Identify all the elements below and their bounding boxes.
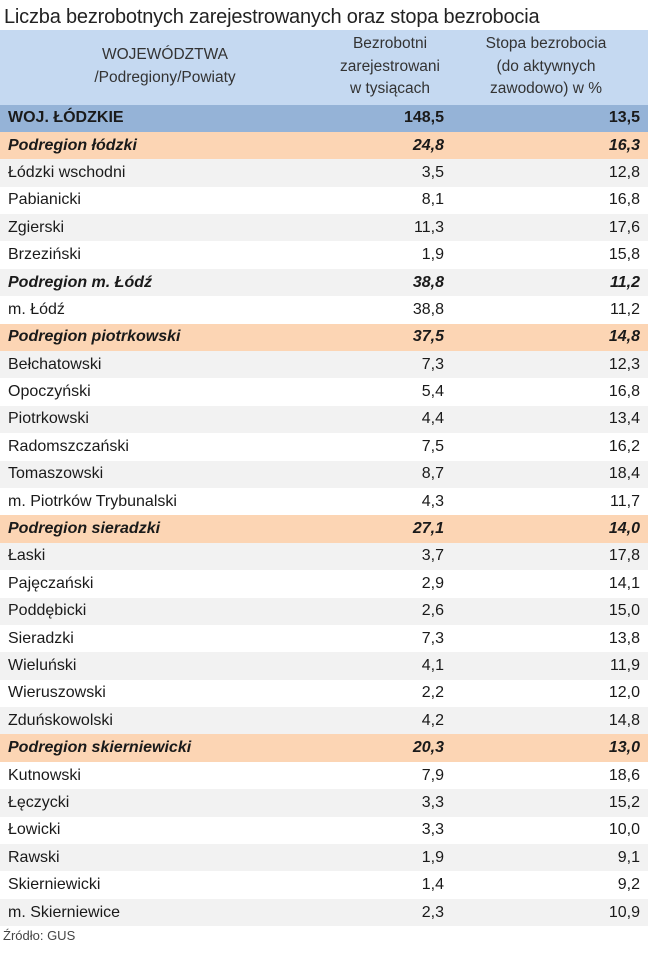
table-row: Skierniewicki 1,4 9,2 (0, 871, 648, 899)
table-row-voivodeship: WOJ. ŁÓDZKIE 148,5 13,5 (0, 104, 648, 132)
table-row: Tomaszowski 8,7 18,4 (0, 460, 648, 488)
table-row: Pabianicki 8,1 16,8 (0, 186, 648, 215)
table-row: Zduńskowolski 4,2 14,8 (0, 707, 648, 735)
table-header-row: WOJEWÓDZTWA /Podregiony/Powiaty Bezrobot… (0, 30, 648, 105)
source-note: Źródło: GUS (3, 928, 76, 944)
table-row: Wieluński 4,1 11,9 (0, 652, 648, 680)
table-row: Pajęczański 2,9 14,1 (0, 570, 648, 598)
table-row: Poddębicki 2,6 15,0 (0, 597, 648, 625)
table-row: Opoczyński 5,4 16,8 (0, 378, 648, 406)
table-row: Łowicki 3,3 10,0 (0, 816, 648, 845)
table-row: Piotrkowski 4,4 13,4 (0, 405, 648, 434)
table-row: Bełchatowski 7,3 12,3 (0, 351, 648, 379)
table-row: Zgierski 11,3 17,6 (0, 214, 648, 242)
table-row: Łódzki wschodni 3,5 12,8 (0, 159, 648, 187)
table-row: Brzeziński 1,9 15,8 (0, 241, 648, 269)
table-row: m. Łódź 38,8 11,2 (0, 296, 648, 324)
table-row-subregion: Podregion m. Łódź 38,8 11,2 (0, 268, 648, 297)
table-row: Kutnowski 7,9 18,6 (0, 761, 648, 790)
table-row: Radomszczański 7,5 16,2 (0, 433, 648, 461)
header-unemployed: Bezrobotni zarejestrowani w tysiącach (330, 30, 450, 105)
table-row: Rawski 1,9 9,1 (0, 844, 648, 872)
unemployment-table: WOJEWÓDZTWA /Podregiony/Powiaty Bezrobot… (0, 30, 648, 927)
table-row-subregion: Podregion łódzki 24,8 16,3 (0, 131, 648, 160)
table-row: Wieruszowski 2,2 12,0 (0, 679, 648, 708)
table-row-subregion: Podregion piotrkowski 37,5 14,8 (0, 323, 648, 352)
header-rate: Stopa bezrobocia (do aktywnych zawodowo)… (450, 30, 648, 105)
table-row: m. Piotrków Trybunalski 4,3 11,7 (0, 487, 648, 516)
table-row-subregion: Podregion sieradzki 27,1 14,0 (0, 515, 648, 543)
page-title: Liczba bezrobotnych zarejestrowanych ora… (4, 6, 540, 28)
table-row: Łaski 3,7 17,8 (0, 542, 648, 571)
table-row: m. Skierniewice 2,3 10,9 (0, 898, 648, 927)
header-region: WOJEWÓDZTWA /Podregiony/Powiaty (0, 30, 330, 105)
table-row-subregion: Podregion skierniewicki 20,3 13,0 (0, 734, 648, 762)
table-row: Łęczycki 3,3 15,2 (0, 789, 648, 817)
table-row: Sieradzki 7,3 13,8 (0, 624, 648, 653)
